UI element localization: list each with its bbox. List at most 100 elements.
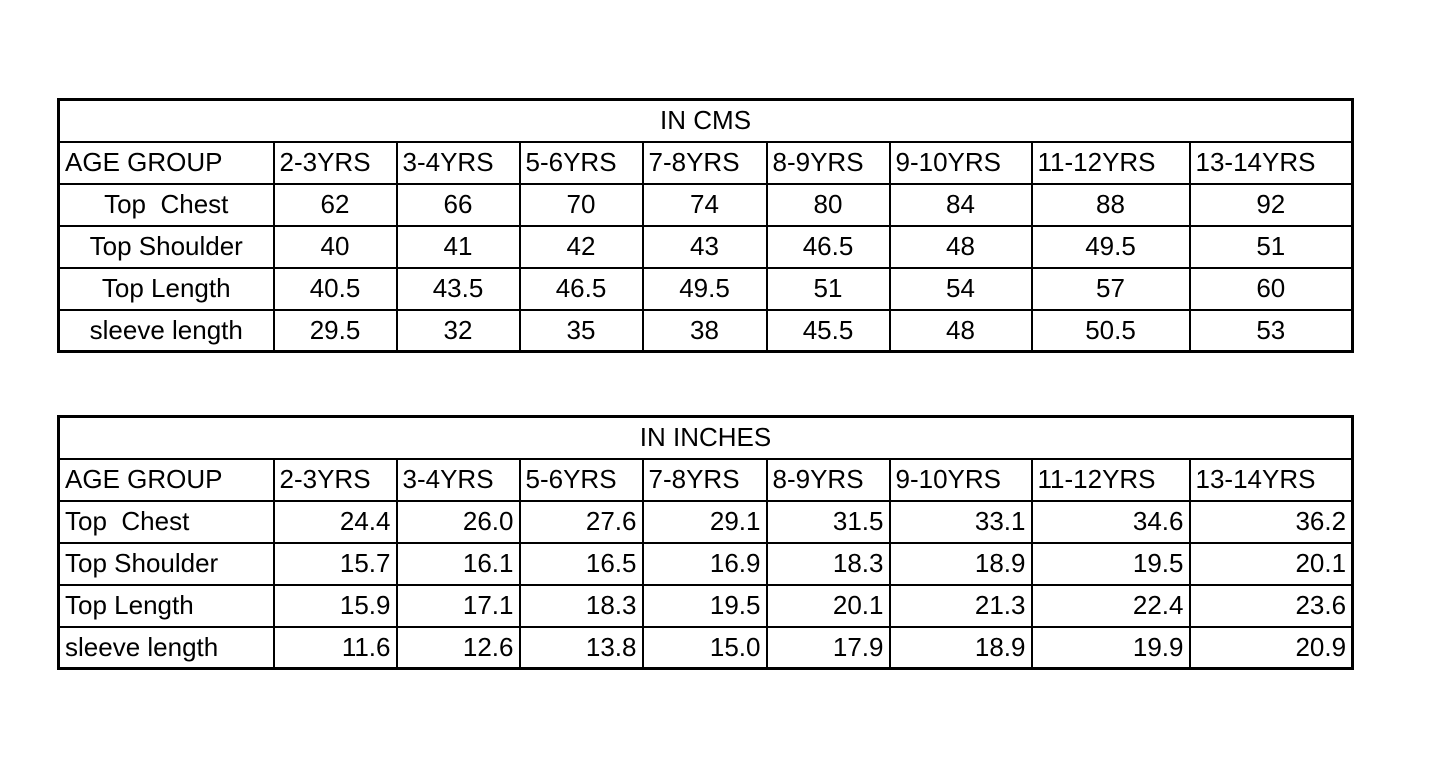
- header-cell: 7-8YRS: [641, 140, 768, 185]
- value-cell: 18.9: [888, 625, 1033, 670]
- data-row: sleeve length 29.5 32 35 38 45.5 48 50.5 53: [57, 308, 1354, 353]
- value-cell: 16.9: [641, 541, 768, 586]
- data-row: Top Length 40.5 43.5 46.5 49.5 51 54 57 60: [57, 266, 1354, 311]
- value-cell: 18.3: [518, 583, 644, 628]
- value-cell: 51: [1188, 224, 1354, 269]
- data-row: Top Shoulder 15.7 16.1 16.5 16.9 18.3 18.9 19.5…: [57, 541, 1354, 586]
- value-cell: 19.5: [641, 583, 768, 628]
- value-cell: 53: [1188, 308, 1354, 353]
- value-cell: 18.3: [765, 541, 891, 586]
- value-cell: 50.5: [1030, 308, 1191, 353]
- value-cell: 92: [1188, 182, 1354, 227]
- row-label: sleeve length: [57, 308, 275, 353]
- header-cell: 9-10YRS: [888, 140, 1033, 185]
- value-cell: 24.4: [272, 499, 398, 544]
- value-cell: 48: [888, 224, 1033, 269]
- value-cell: 66: [395, 182, 521, 227]
- row-label: sleeve length: [57, 625, 275, 670]
- value-cell: 40.5: [272, 266, 398, 311]
- value-cell: 74: [641, 182, 768, 227]
- value-cell: 15.9: [272, 583, 398, 628]
- value-cell: 20.1: [1188, 541, 1354, 586]
- value-cell: 35: [518, 308, 644, 353]
- row-label: Top Shoulder: [57, 541, 275, 586]
- data-row: Top Length 15.9 17.1 18.3 19.5 20.1 21.3 22.4 23…: [57, 583, 1354, 628]
- value-cell: 33.1: [888, 499, 1033, 544]
- row-label: Top Length: [57, 583, 275, 628]
- header-cell: 2-3YRS: [272, 457, 398, 502]
- header-row: AGE GROUP 2-3YRS 3-4YRS 5-6YRS 7-8YRS 8-9YRS 9…: [57, 457, 1354, 502]
- value-cell: 43: [641, 224, 768, 269]
- value-cell: 51: [765, 266, 891, 311]
- header-cell: 3-4YRS: [395, 140, 521, 185]
- header-cell: AGE GROUP: [57, 457, 275, 502]
- header-cell: 5-6YRS: [518, 457, 644, 502]
- row-label: Top Chest: [57, 499, 275, 544]
- header-row: AGE GROUP 2-3YRS 3-4YRS 5-6YRS 7-8YRS 8-9YRS 9…: [57, 140, 1354, 185]
- size-table: IN CMS AGE GROUP 2-3YRS 3-4YRS 5-6YRS 7-8YRS 8…: [57, 98, 1355, 353]
- value-cell: 19.5: [1030, 541, 1191, 586]
- value-cell: 11.6: [272, 625, 398, 670]
- table-title: IN CMS: [57, 98, 1354, 143]
- value-cell: 60: [1188, 266, 1354, 311]
- value-cell: 31.5: [765, 499, 891, 544]
- value-cell: 16.1: [395, 541, 521, 586]
- header-cell: 8-9YRS: [765, 457, 891, 502]
- header-cell: 11-12YRS: [1030, 140, 1191, 185]
- value-cell: 15.0: [641, 625, 768, 670]
- value-cell: 49.5: [1030, 224, 1191, 269]
- value-cell: 70: [518, 182, 644, 227]
- value-cell: 17.1: [395, 583, 521, 628]
- value-cell: 49.5: [641, 266, 768, 311]
- title-row: IN CMS: [57, 98, 1354, 143]
- data-row: sleeve length 11.6 12.6 13.8 15.0 17.9 18.9 19.…: [57, 625, 1354, 670]
- value-cell: 80: [765, 182, 891, 227]
- value-cell: 40: [272, 224, 398, 269]
- header-cell: 13-14YRS: [1188, 140, 1354, 185]
- value-cell: 19.9: [1030, 625, 1191, 670]
- value-cell: 23.6: [1188, 583, 1354, 628]
- value-cell: 29.5: [272, 308, 398, 353]
- value-cell: 22.4: [1030, 583, 1191, 628]
- value-cell: 62: [272, 182, 398, 227]
- value-cell: 38: [641, 308, 768, 353]
- value-cell: 27.6: [518, 499, 644, 544]
- value-cell: 42: [518, 224, 644, 269]
- value-cell: 20.9: [1188, 625, 1354, 670]
- value-cell: 18.9: [888, 541, 1033, 586]
- value-cell: 34.6: [1030, 499, 1191, 544]
- value-cell: 36.2: [1188, 499, 1354, 544]
- row-label: Top Shoulder: [57, 224, 275, 269]
- value-cell: 41: [395, 224, 521, 269]
- header-cell: 13-14YRS: [1188, 457, 1354, 502]
- table-body: IN INCHES AGE GROUP 2-3YRS 3-4YRS 5-6YRS 7-8Y…: [57, 415, 1354, 670]
- value-cell: 13.8: [518, 625, 644, 670]
- value-cell: 57: [1030, 266, 1191, 311]
- header-cell: 11-12YRS: [1030, 457, 1191, 502]
- value-cell: 15.7: [272, 541, 398, 586]
- table-body: IN CMS AGE GROUP 2-3YRS 3-4YRS 5-6YRS 7-8YRS 8…: [57, 98, 1354, 353]
- value-cell: 21.3: [888, 583, 1033, 628]
- value-cell: 54: [888, 266, 1033, 311]
- title-row: IN INCHES: [57, 415, 1354, 460]
- value-cell: 32: [395, 308, 521, 353]
- value-cell: 16.5: [518, 541, 644, 586]
- value-cell: 17.9: [765, 625, 891, 670]
- value-cell: 29.1: [641, 499, 768, 544]
- value-cell: 20.1: [765, 583, 891, 628]
- header-cell: 9-10YRS: [888, 457, 1033, 502]
- header-cell: 2-3YRS: [272, 140, 398, 185]
- value-cell: 26.0: [395, 499, 521, 544]
- value-cell: 43.5: [395, 266, 521, 311]
- value-cell: 12.6: [395, 625, 521, 670]
- value-cell: 46.5: [765, 224, 891, 269]
- header-cell: 7-8YRS: [641, 457, 768, 502]
- value-cell: 46.5: [518, 266, 644, 311]
- table-title: IN INCHES: [57, 415, 1354, 460]
- value-cell: 88: [1030, 182, 1191, 227]
- size-table: IN INCHES AGE GROUP 2-3YRS 3-4YRS 5-6YRS 7-8Y…: [57, 415, 1355, 670]
- value-cell: 48: [888, 308, 1033, 353]
- header-cell: AGE GROUP: [57, 140, 275, 185]
- data-row: Top Chest 24.4 26.0 27.6 29.1 31.5 33.1 34.6 36.…: [57, 499, 1354, 544]
